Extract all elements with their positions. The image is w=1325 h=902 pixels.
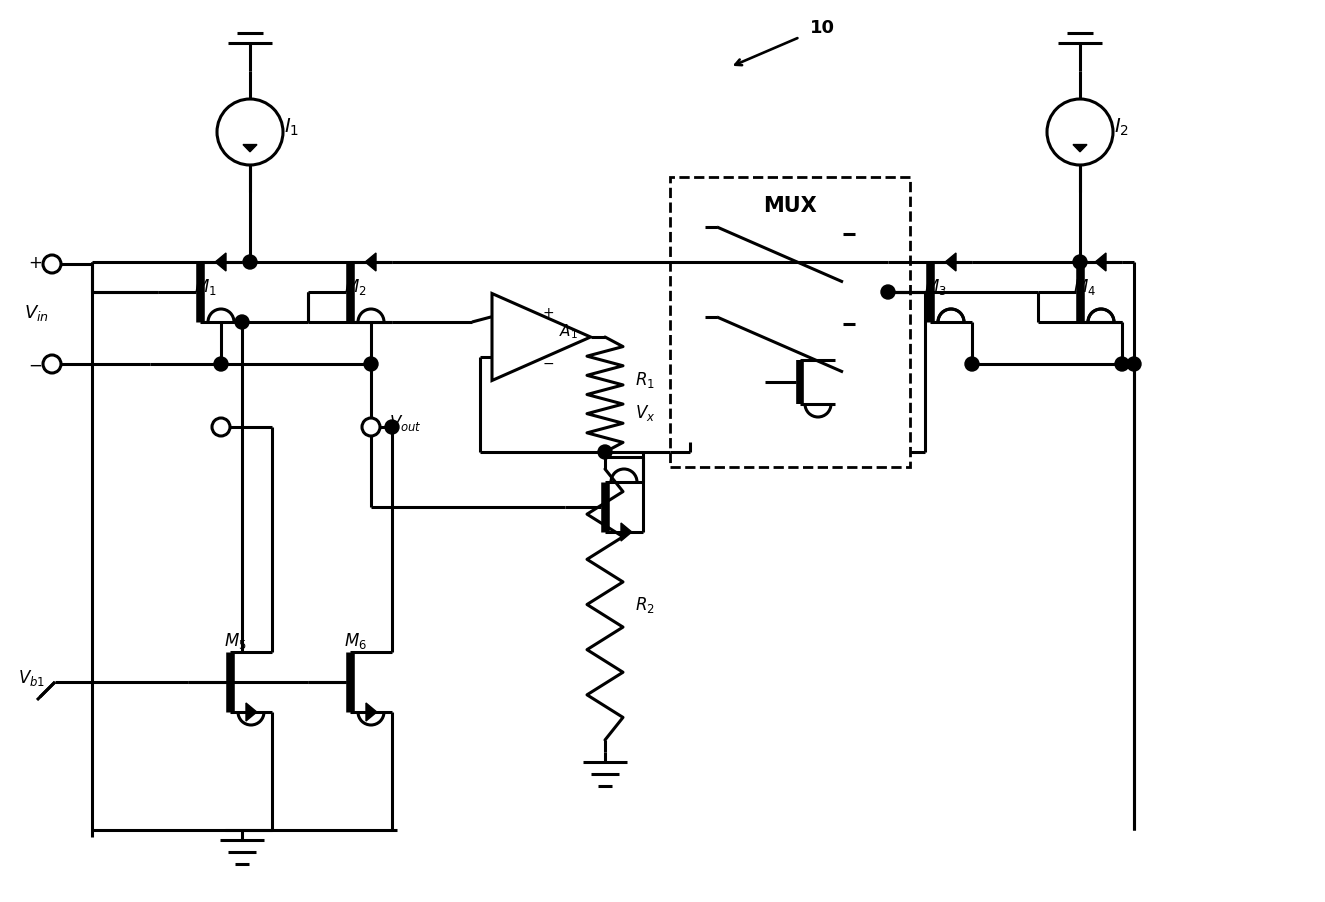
Circle shape [598,446,612,459]
Text: +: + [542,306,554,319]
Circle shape [1047,100,1113,166]
Polygon shape [246,704,257,722]
Circle shape [1073,255,1086,270]
Text: $M_4$: $M_4$ [1073,277,1097,297]
Circle shape [212,419,231,437]
Text: $-$: $-$ [28,355,42,373]
Text: +: + [28,253,42,272]
Circle shape [386,420,399,435]
Text: $M_6$: $M_6$ [343,630,367,650]
Polygon shape [242,145,257,152]
Text: $M_3$: $M_3$ [924,277,946,297]
Polygon shape [945,253,957,272]
Polygon shape [366,253,376,272]
Circle shape [217,100,284,166]
Circle shape [235,316,249,329]
Polygon shape [366,704,376,722]
Polygon shape [1073,145,1086,152]
Circle shape [1116,357,1129,372]
Text: $I_2$: $I_2$ [1114,116,1129,137]
Polygon shape [1096,253,1106,272]
Circle shape [881,286,894,299]
Circle shape [242,255,257,270]
Text: $V_{out}$: $V_{out}$ [390,412,421,433]
Text: $M_2$: $M_2$ [343,277,366,297]
Circle shape [364,357,378,372]
Bar [670,178,910,467]
Circle shape [362,419,380,437]
Text: $M_1$: $M_1$ [193,277,216,297]
Polygon shape [215,253,227,272]
Polygon shape [621,523,632,541]
Circle shape [215,357,228,372]
Text: $I_1$: $I_1$ [285,116,299,137]
Text: $M_5$: $M_5$ [224,630,246,650]
Text: MUX: MUX [763,196,818,216]
Text: $V_x$: $V_x$ [635,403,656,423]
Text: $V_{b1}$: $V_{b1}$ [17,667,45,687]
Text: $A_1$: $A_1$ [559,322,578,341]
Text: $V_{in}$: $V_{in}$ [24,303,49,323]
Text: $-$: $-$ [542,355,554,370]
Circle shape [1128,357,1141,372]
Circle shape [965,357,979,372]
Circle shape [42,255,61,273]
Text: 10: 10 [810,19,835,37]
Text: $R_1$: $R_1$ [635,370,655,390]
Text: $R_2$: $R_2$ [635,594,655,615]
Circle shape [42,355,61,373]
